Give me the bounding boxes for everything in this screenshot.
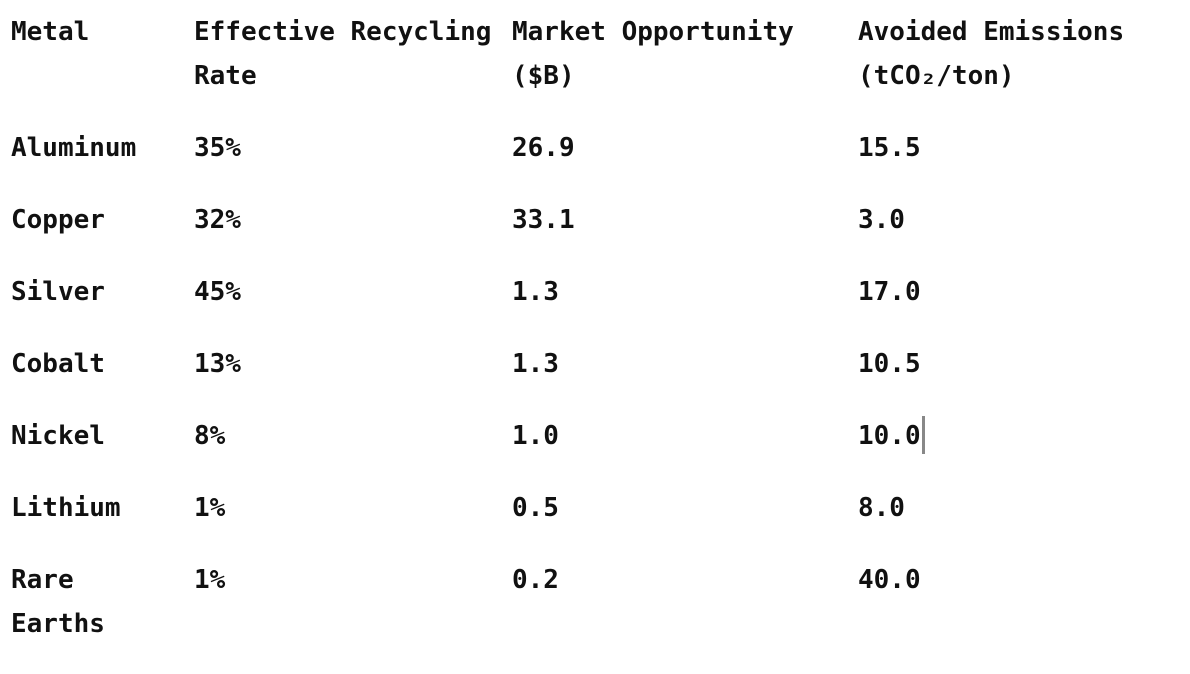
cell-avoided-emissions[interactable]: 10.0 bbox=[858, 414, 1168, 486]
cell-metal[interactable]: Lithium bbox=[11, 493, 121, 523]
header-market-opportunity[interactable]: Market Opportunity ($B) bbox=[512, 17, 794, 91]
cell-market-opportunity[interactable]: 0.2 bbox=[512, 565, 559, 595]
header-row: Metal Effective Recycling Rate Market Op… bbox=[11, 10, 1168, 126]
cell-recycling-rate[interactable]: 1% bbox=[194, 565, 226, 595]
table-header: Metal Effective Recycling Rate Market Op… bbox=[11, 10, 1168, 126]
cell-avoided-emissions[interactable]: 3.0 bbox=[858, 205, 905, 235]
table-row: Rare Earths 1% 0.2 40.0 bbox=[11, 558, 1168, 674]
header-effective-recycling-rate[interactable]: Effective Recycling Rate bbox=[194, 17, 492, 91]
cell-avoided-emissions[interactable]: 8.0 bbox=[858, 493, 905, 523]
cell-market-opportunity[interactable]: 0.5 bbox=[512, 493, 559, 523]
cell-market-opportunity[interactable]: 26.9 bbox=[512, 133, 575, 163]
cell-market-opportunity[interactable]: 33.1 bbox=[512, 205, 575, 235]
table-row: Silver 45% 1.3 17.0 bbox=[11, 270, 1168, 342]
data-table-container: Metal Effective Recycling Rate Market Op… bbox=[11, 10, 1168, 674]
table-body: Aluminum 35% 26.9 15.5 Copper 32% 33.1 3… bbox=[11, 126, 1168, 674]
text-cursor bbox=[921, 415, 925, 454]
cell-market-opportunity[interactable]: 1.3 bbox=[512, 277, 559, 307]
header-metal[interactable]: Metal bbox=[11, 17, 90, 47]
cell-metal[interactable]: Copper bbox=[11, 205, 105, 235]
table-row: Lithium 1% 0.5 8.0 bbox=[11, 486, 1168, 558]
cell-recycling-rate[interactable]: 1% bbox=[194, 493, 226, 523]
cell-metal[interactable]: Rare Earths bbox=[11, 565, 105, 639]
cell-metal[interactable]: Cobalt bbox=[11, 349, 105, 379]
table-row: Copper 32% 33.1 3.0 bbox=[11, 198, 1168, 270]
cell-recycling-rate[interactable]: 32% bbox=[194, 205, 241, 235]
cell-market-opportunity[interactable]: 1.3 bbox=[512, 349, 559, 379]
cell-avoided-emissions[interactable]: 40.0 bbox=[858, 565, 921, 595]
cell-avoided-emissions[interactable]: 10.5 bbox=[858, 349, 921, 379]
cell-recycling-rate[interactable]: 13% bbox=[194, 349, 241, 379]
cell-recycling-rate[interactable]: 8% bbox=[194, 421, 226, 451]
cell-avoided-emissions[interactable]: 15.5 bbox=[858, 133, 921, 163]
cell-metal[interactable]: Aluminum bbox=[11, 133, 137, 163]
metals-recycling-table: Metal Effective Recycling Rate Market Op… bbox=[11, 10, 1168, 674]
cell-recycling-rate[interactable]: 45% bbox=[194, 277, 241, 307]
cell-recycling-rate[interactable]: 35% bbox=[194, 133, 241, 163]
table-row: Cobalt 13% 1.3 10.5 bbox=[11, 342, 1168, 414]
cell-metal[interactable]: Silver bbox=[11, 277, 105, 307]
table-row: Aluminum 35% 26.9 15.5 bbox=[11, 126, 1168, 198]
cell-avoided-emissions[interactable]: 17.0 bbox=[858, 277, 921, 307]
table-row: Nickel 8% 1.0 10.0 bbox=[11, 414, 1168, 486]
cell-market-opportunity[interactable]: 1.0 bbox=[512, 421, 559, 451]
header-avoided-emissions[interactable]: Avoided Emissions (tCO₂/ton) bbox=[858, 17, 1125, 91]
cell-metal[interactable]: Nickel bbox=[11, 421, 105, 451]
